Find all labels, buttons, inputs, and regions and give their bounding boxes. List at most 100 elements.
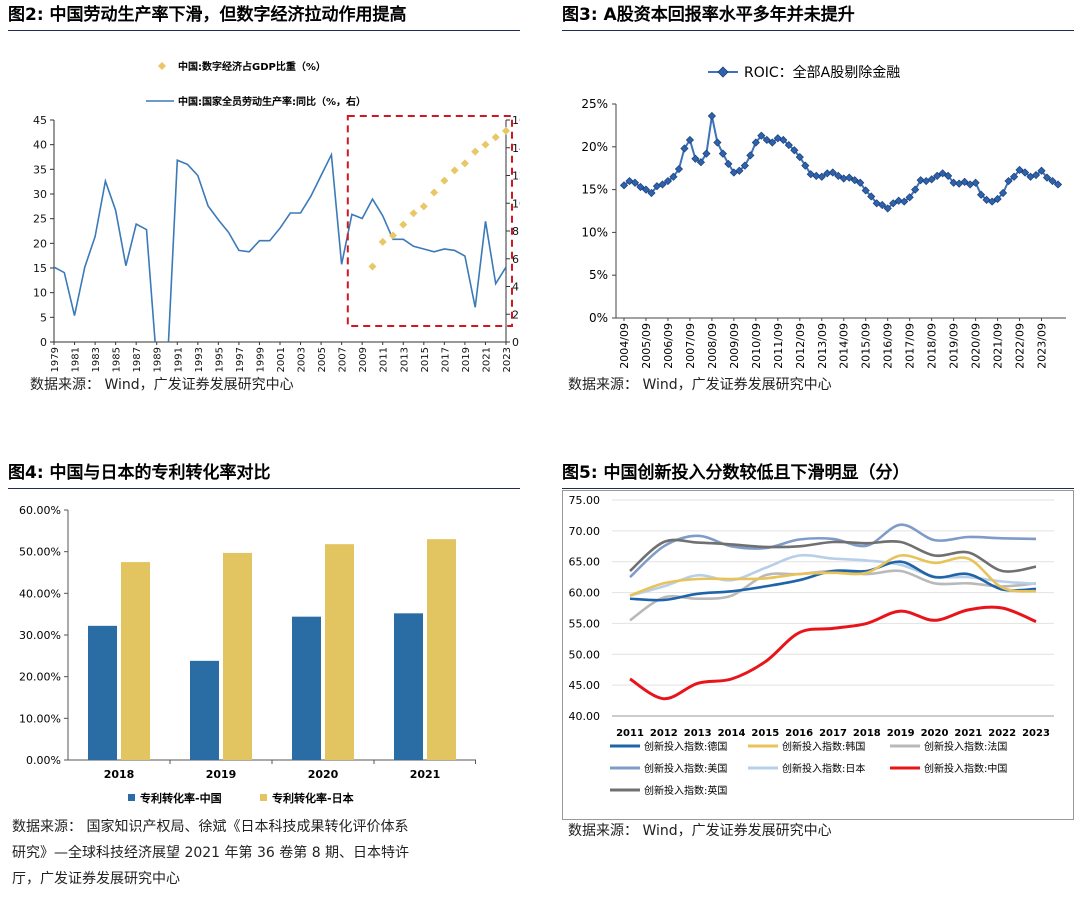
fig2-ytick-left-label: 40 (33, 139, 47, 152)
fig3-roic-point (674, 164, 684, 174)
fig3-roic-point (1009, 172, 1019, 181)
fig5-ytick-label: 65.00 (569, 556, 601, 569)
fig3-roic-point (751, 138, 760, 147)
fig3-roic-point (845, 173, 854, 182)
fig3-roic-point (828, 168, 837, 177)
fig5-series-line (629, 538, 1037, 573)
fig3-roic-point (971, 178, 980, 187)
fig2-legend-marker-digital (158, 62, 166, 70)
fig2-xtick-label: 2023 (502, 347, 513, 372)
fig3-roic-point (647, 188, 656, 198)
fig3-roic-point (696, 158, 706, 167)
fig3-legend-marker (717, 66, 729, 78)
fig4-bar-china (292, 616, 321, 760)
fig2-digital-point (481, 140, 490, 149)
fig3-roic-point (636, 182, 645, 192)
fig5-xtick-label: 2018 (853, 728, 881, 739)
fig2-xtick-label: 1987 (132, 347, 143, 372)
fig4-ytick-label: 10.00% (19, 712, 61, 725)
fig3-roic-point (834, 171, 843, 180)
fig3-ytick-label: 5% (589, 268, 608, 282)
fig5-xtick-label: 2014 (718, 728, 746, 739)
fig5-series-line (629, 523, 1037, 579)
fig3-roic-point (790, 146, 799, 155)
fig2-title: 图2: 中国劳动生产率下滑，但数字经济拉动作用提高 (8, 0, 520, 31)
fig4-ytick-label: 20.00% (19, 671, 61, 684)
fig2-digital-point (491, 133, 500, 142)
fig3-roic-point (630, 178, 640, 187)
fig2-xtick-label: 2007 (338, 347, 349, 372)
fig5-ytick-label: 45.00 (569, 679, 601, 692)
fig2-annotation-box (346, 115, 513, 327)
fig2-source: 数据来源： Wind，广发证券发展研究中心 (30, 377, 294, 393)
fig3-xtick-label: 2005/09 (640, 323, 653, 369)
fig3-roic-point (927, 175, 936, 184)
fig2-xtick-label: 2015 (420, 347, 431, 372)
fig2-digital-point (409, 209, 418, 218)
fig5-xtick-label: 2011 (616, 728, 644, 739)
fig2-ytick-right-label: 0 (512, 336, 519, 349)
fig5-legend-label: 创新投入指数:德国 (644, 740, 727, 753)
fig2-digital-point (450, 166, 459, 175)
fig4-bar-japan (121, 562, 150, 760)
fig2-xtick-label: 1995 (214, 347, 225, 372)
fig4-xtick-label: 2021 (410, 768, 441, 781)
fig2-ytick-left-label: 20 (33, 237, 47, 250)
fig5-xtick-label: 2020 (921, 728, 949, 739)
fig3-roic-point (976, 190, 986, 199)
fig5-legend-label: 创新投入指数:美国 (644, 762, 727, 775)
fig3-xtick-label: 2023/09 (1036, 323, 1049, 369)
fig4-source: 数据来源： 国家知识产权局、徐斌《日本科技成果转化评价体系 研究》—全球科技经济… (12, 814, 520, 892)
fig5-series-line (629, 560, 1037, 602)
fig5-legend-label: 创新投入指数:韩国 (782, 740, 865, 753)
fig3-roic-point (867, 192, 876, 201)
fig3-roic-point (1048, 176, 1057, 186)
fig3-legend-label: ROIC：全部A股剔除金融 (744, 64, 900, 81)
fig2-digital-point (430, 188, 439, 197)
fig4-xtick-label: 2018 (104, 768, 135, 781)
fig2-ytick-left-label: 5 (40, 311, 47, 324)
fig5-legend-label: 创新投入指数:英国 (644, 784, 727, 797)
fig3-roic-point (658, 180, 667, 189)
fig3-xtick-label: 2006/09 (662, 323, 675, 369)
fig3-roic-point (856, 178, 865, 187)
fig3-roic-point (757, 131, 766, 140)
fig4-xtick-end (475, 760, 476, 764)
fig2-xtick-label: 1991 (173, 347, 184, 372)
fig3-roic-point (998, 188, 1008, 198)
fig4-bar-china (190, 660, 219, 760)
fig2-ytick-left-label: 35 (33, 163, 47, 176)
fig4-ytick-label: 60.00% (19, 504, 61, 517)
fig3-roic-point (960, 177, 969, 186)
fig5-series-line (629, 554, 1037, 597)
fig4-ytick-label: 50.00% (19, 546, 61, 559)
fig3-roic-point (812, 171, 821, 180)
fig4-bar-japan (325, 544, 354, 760)
fig3-roic-point (817, 172, 826, 181)
fig5-chart: 40.00 45.00 50.00 55.00 60.00 65.00 70.00 75.00… (562, 490, 1074, 820)
fig3-roic-point (894, 196, 903, 205)
fig5-xtick-label: 2013 (684, 728, 712, 739)
fig5-ytick-label: 50.00 (569, 648, 601, 661)
fig3-roic-point (641, 185, 651, 194)
fig2-ytick-right-label: 12 (512, 170, 520, 183)
fig3-title: 图3: A股资本回报率水平多年并未提升 (562, 0, 1074, 31)
fig2-xtick-label: 2003 (297, 347, 308, 372)
fig3-xtick-label: 2007/09 (684, 323, 697, 369)
fig3-xtick-label: 2013/09 (816, 323, 829, 369)
fig2-xtick-label: 1989 (153, 347, 164, 372)
fig2-ytick-right-label: 10 (512, 197, 520, 210)
fig3-roic-point (768, 138, 777, 147)
fig2-xtick-label: 1981 (71, 347, 82, 372)
fig3-source: 数据来源： Wind，广发证券发展研究中心 (568, 377, 832, 393)
fig3-xtick-label: 2016/09 (882, 323, 895, 369)
fig2-xtick-label: 1993 (194, 347, 205, 372)
fig5-xtick-label: 2022 (988, 728, 1016, 739)
fig2-xtick-label: 2005 (317, 347, 328, 372)
fig2-ytick-left-label: 0 (40, 336, 47, 349)
fig4-xtick-label: 2019 (206, 768, 237, 781)
fig4-source-line-1: 数据来源： 国家知识产权局、徐斌《日本科技成果转化评价体系 (12, 819, 409, 835)
fig4-bar-japan (223, 552, 252, 760)
fig3-roic-point (1015, 165, 1024, 175)
fig3-roic-point (911, 185, 920, 194)
